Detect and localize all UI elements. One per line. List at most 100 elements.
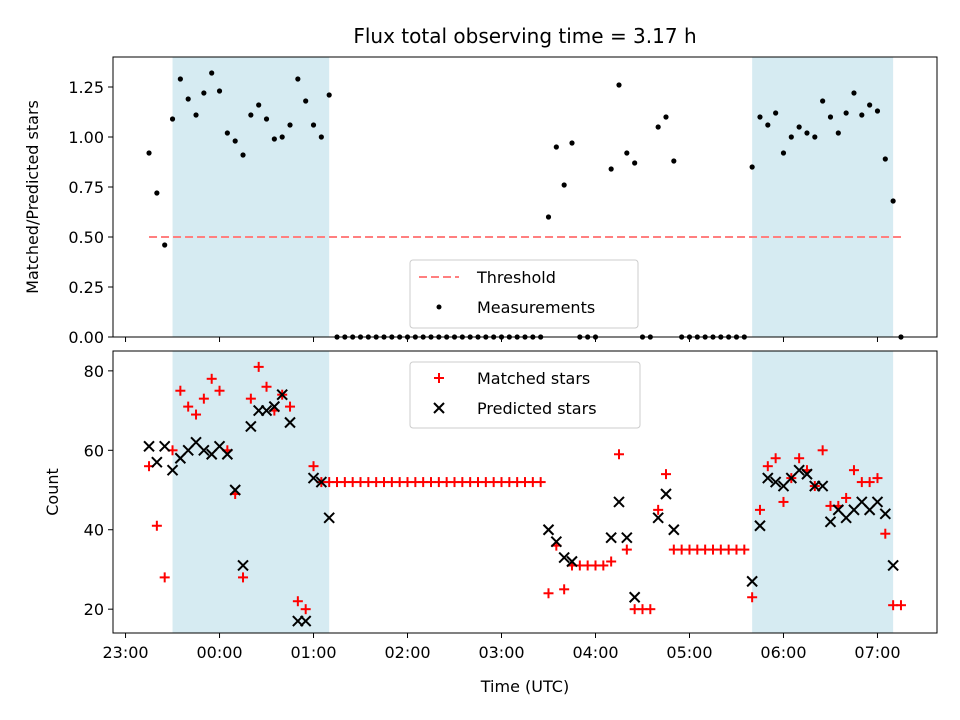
measurement-point xyxy=(271,136,277,142)
matched-star-point xyxy=(598,560,609,571)
matched-star-point xyxy=(245,393,256,404)
legend-measurements-label: Measurements xyxy=(477,298,595,317)
bottom-x-tick-label: 07:00 xyxy=(854,643,900,662)
measurement-point xyxy=(616,82,622,88)
matched-star-point xyxy=(848,465,859,476)
predicted-star-point xyxy=(151,456,163,468)
measurement-point xyxy=(788,134,794,140)
matched-star-point xyxy=(151,520,162,531)
measurement-point xyxy=(232,138,238,144)
measurement-point xyxy=(569,140,575,146)
matched-star-point xyxy=(621,544,632,555)
bottom-x-tick-label: 04:00 xyxy=(572,643,618,662)
measurement-point xyxy=(146,150,152,156)
matched-star-point xyxy=(198,393,209,404)
bottom-panel: 20 40 60 80 23:00 00:00 01:00 02:00 03:00 04:00 0… xyxy=(43,350,938,696)
matched-star-point xyxy=(175,385,186,396)
predicted-star-point xyxy=(221,448,234,460)
top-chart-title: Flux total observing time = 3.17 h xyxy=(353,24,696,48)
measurement-point xyxy=(256,102,262,108)
measurement-point xyxy=(765,122,771,128)
measurement-point xyxy=(209,70,215,76)
measurement-point xyxy=(890,198,896,204)
measurement-point xyxy=(835,130,841,136)
measurement-point xyxy=(216,88,223,94)
predicted-star-point xyxy=(871,496,884,508)
top-legend-box xyxy=(409,259,639,329)
matched-star-point xyxy=(778,496,789,507)
matched-star-point xyxy=(308,461,319,472)
predicted-star-point xyxy=(769,476,782,488)
bottom-y-tick-label: 60 xyxy=(84,441,104,460)
legend-predicted-label: Predicted stars xyxy=(477,399,597,418)
matched-star-point xyxy=(253,361,264,372)
matched-star-point xyxy=(606,556,617,567)
predicted-star-point xyxy=(323,512,335,524)
matched-star-point xyxy=(214,385,225,396)
predicted-star-point xyxy=(229,484,241,496)
predicted-star-point xyxy=(260,404,273,417)
top-y-tick-label: 0.50 xyxy=(68,228,104,247)
matched-star-point xyxy=(543,588,554,599)
measurement-point xyxy=(177,76,183,82)
predicted-star-point xyxy=(166,464,179,476)
bottom-x-tick-label: 01:00 xyxy=(290,643,336,662)
measurement-point xyxy=(326,92,332,98)
measurement-point xyxy=(820,98,826,104)
predicted-star-point xyxy=(284,416,296,429)
matched-star-point xyxy=(747,592,758,603)
measurement-point xyxy=(279,134,285,140)
measurement-point xyxy=(780,150,787,156)
bottom-y-axis-label: Count xyxy=(43,468,62,516)
top-shaded-regions xyxy=(172,57,894,337)
matched-star-point xyxy=(770,453,781,464)
matched-star-point xyxy=(794,453,805,464)
matched-star-point xyxy=(183,401,194,412)
matched-star-point xyxy=(653,504,664,515)
matched-star-point xyxy=(559,584,570,595)
matched-star-point xyxy=(841,492,852,503)
top-y-axis: 0.00 0.25 0.50 0.75 1.00 1.25 xyxy=(68,78,113,347)
measurement-point xyxy=(608,166,614,172)
predicted-star-point xyxy=(542,524,555,536)
bottom-x-tick-label: 06:00 xyxy=(760,643,806,662)
bottom-x-tick-label: 00:00 xyxy=(196,643,242,662)
predicted-star-point xyxy=(315,476,328,488)
top-plot-marks xyxy=(146,70,904,340)
matched-star-point xyxy=(206,373,217,384)
matched-star-point xyxy=(880,528,891,539)
bottom-y-tick-label: 80 xyxy=(84,362,104,381)
predicted-star-point xyxy=(558,551,570,564)
predicted-star-point xyxy=(299,615,312,627)
measurement-point xyxy=(874,108,881,114)
top-y-tick-label: 0.75 xyxy=(68,178,104,197)
top-plot-frame xyxy=(112,56,938,338)
predicted-star-point xyxy=(158,440,171,453)
matched-star-point xyxy=(864,477,875,488)
matched-star-point xyxy=(292,596,303,607)
measurement-point xyxy=(773,110,779,116)
measurement-point xyxy=(624,150,630,156)
predicted-star-point xyxy=(824,516,837,528)
predicted-star-point xyxy=(245,420,257,433)
measurement-point xyxy=(843,110,849,116)
measurement-point xyxy=(851,90,857,96)
bottom-plot-frame xyxy=(112,350,938,634)
matched-star-point xyxy=(191,409,202,420)
measurement-point xyxy=(812,134,818,140)
predicted-star-point xyxy=(652,512,664,524)
top-x-axis-ticks xyxy=(125,337,878,342)
predicted-star-point xyxy=(879,508,892,520)
measurement-point xyxy=(663,114,669,120)
measurement-point xyxy=(859,112,865,118)
predicted-star-point xyxy=(276,388,288,401)
matched-star-point xyxy=(872,473,883,484)
predicted-star-point xyxy=(550,535,563,548)
top-y-axis-label: Matched/Predicted stars xyxy=(23,100,42,294)
bottom-x-tick-label: 03:00 xyxy=(478,643,524,662)
measurement-point xyxy=(318,134,324,140)
predicted-star-point xyxy=(621,531,633,544)
predicted-star-point xyxy=(668,524,680,536)
matched-star-point xyxy=(895,600,906,611)
